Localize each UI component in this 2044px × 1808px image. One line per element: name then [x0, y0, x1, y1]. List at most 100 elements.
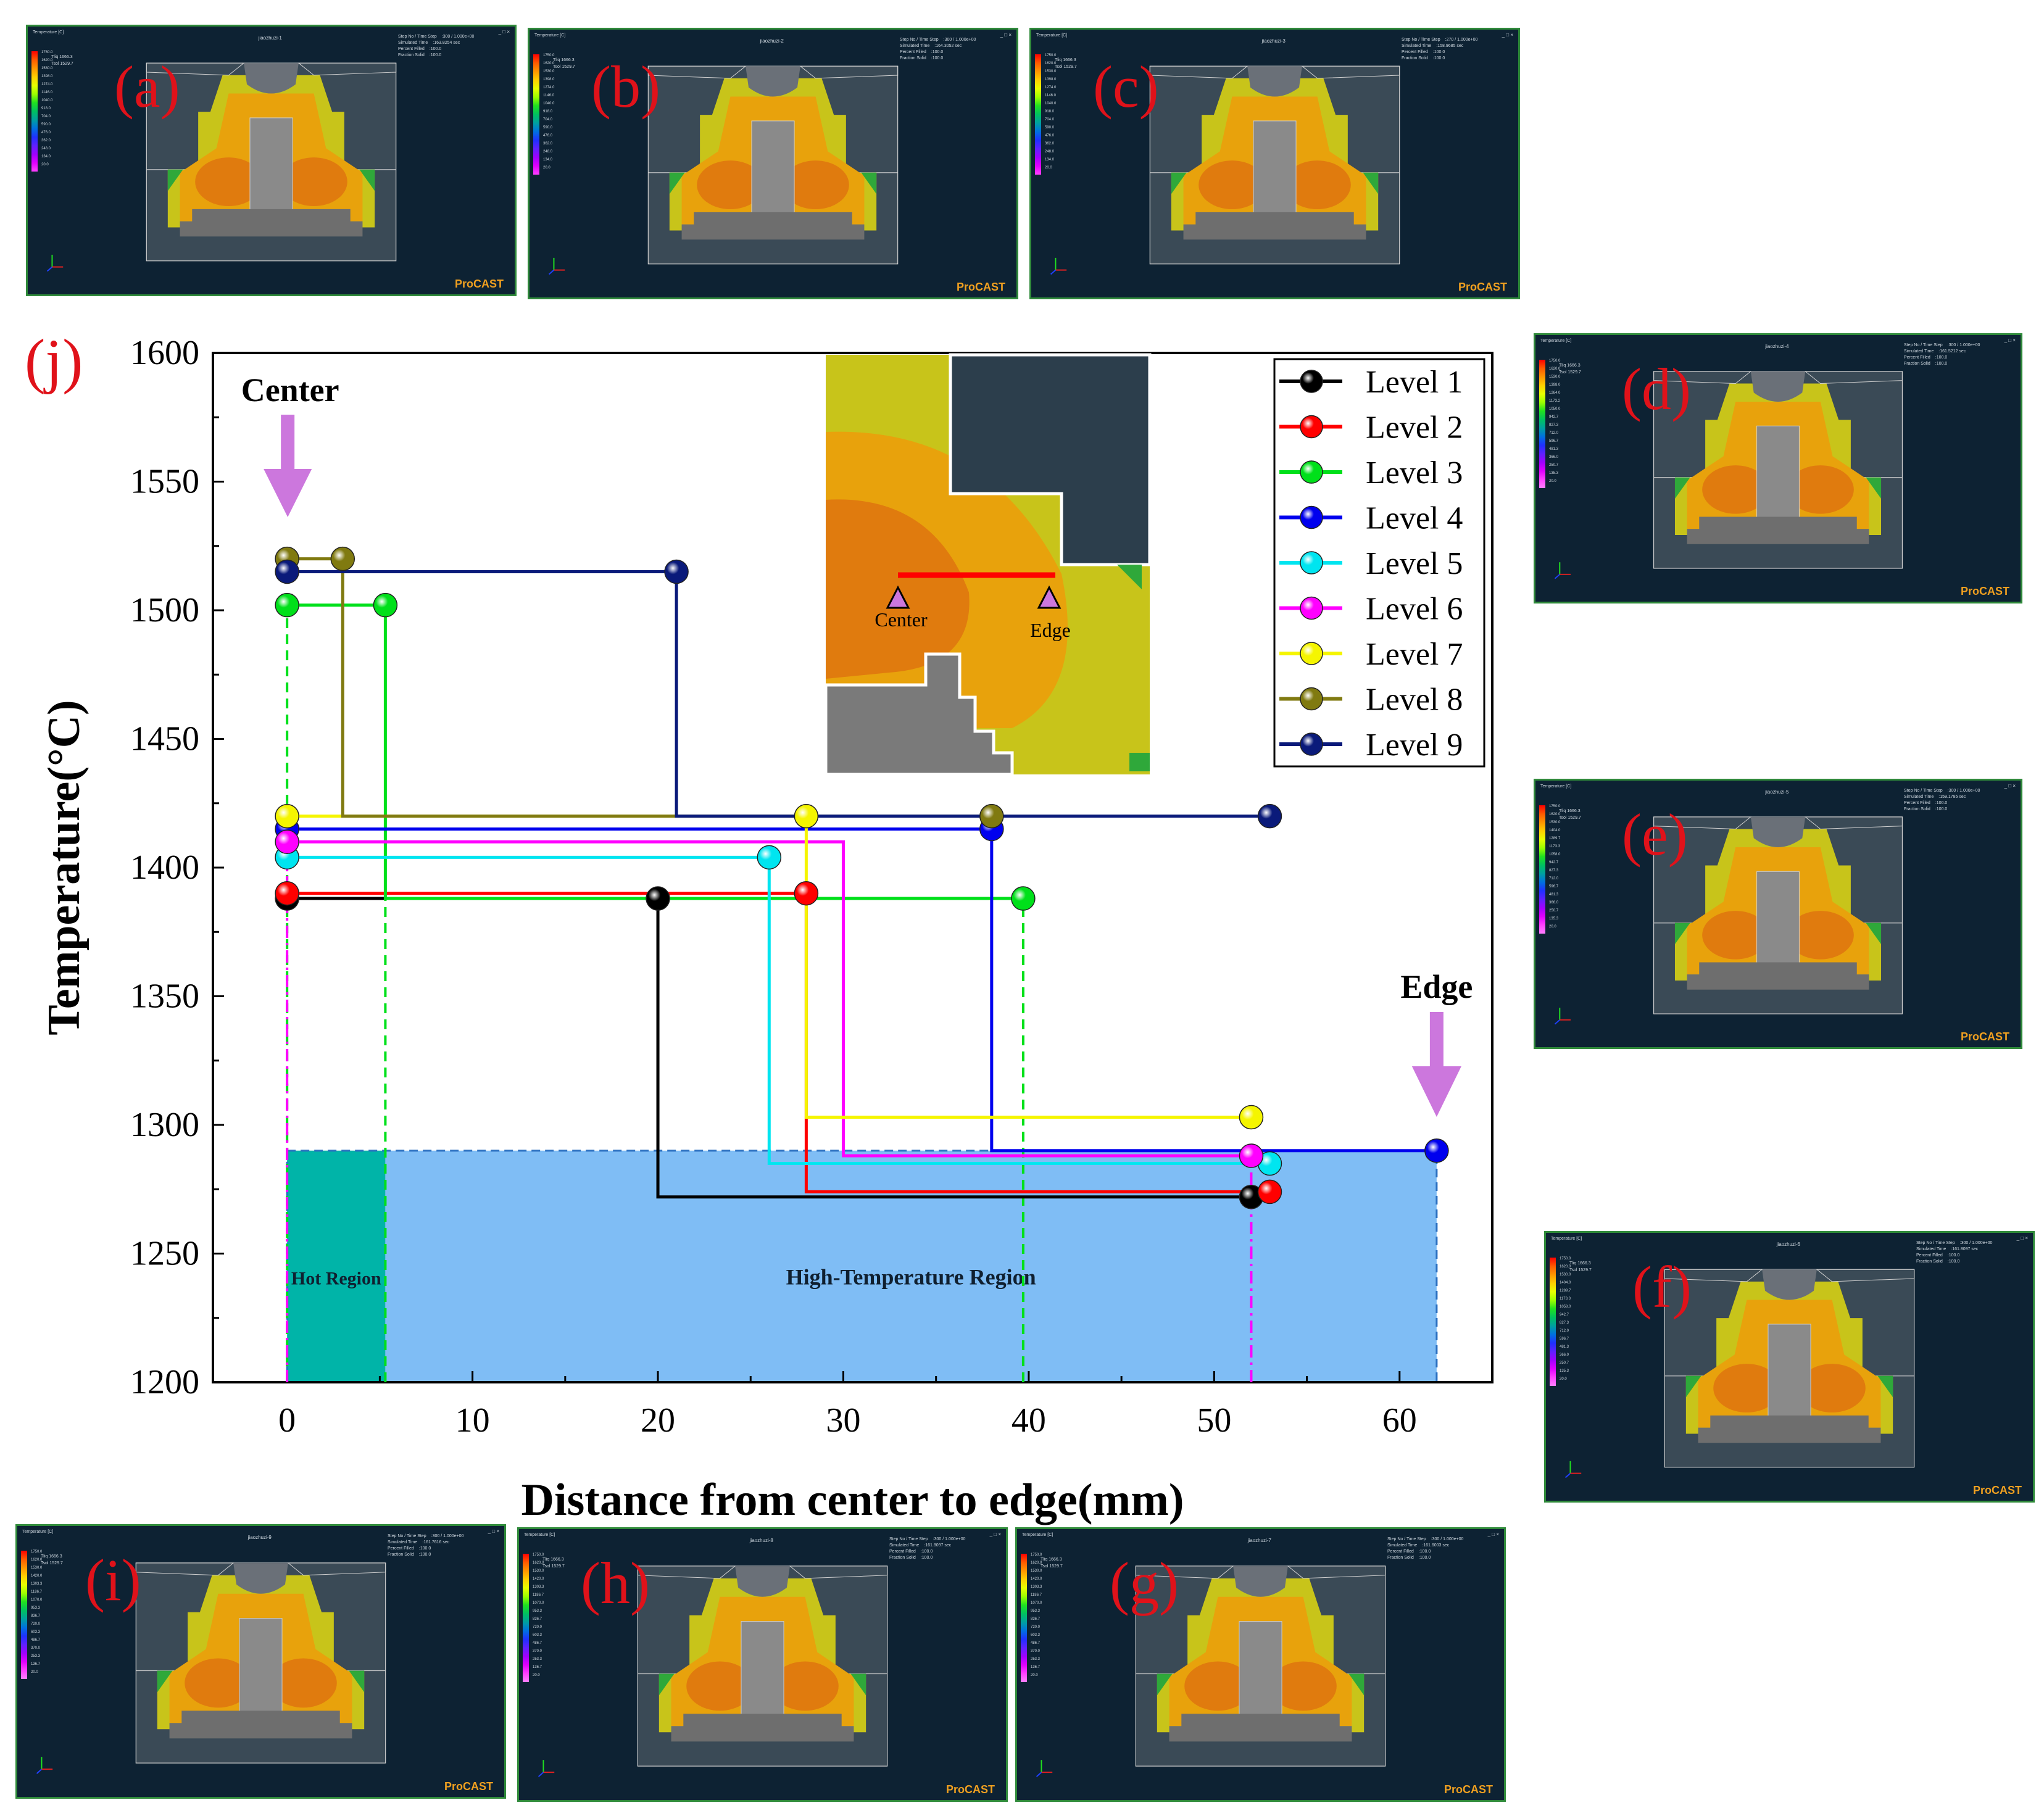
x-tick-label: 40 — [1012, 1401, 1046, 1440]
window-buttons[interactable]: _ □ × — [2004, 783, 2016, 789]
cold-corner — [167, 169, 183, 191]
legend-swatch-marker — [1300, 370, 1323, 393]
window-buttons[interactable]: _ □ × — [1000, 32, 1012, 38]
hot-spot-left — [1199, 160, 1266, 209]
scale-label: 1620.0 — [31, 1558, 43, 1562]
casting-view — [46, 62, 397, 272]
legend-label: Level 4 — [1366, 501, 1463, 536]
axis-z — [1554, 1019, 1560, 1025]
cold-corner — [1171, 172, 1187, 194]
casting-view — [1564, 1269, 1915, 1478]
base-chill — [671, 1714, 854, 1742]
scale-label: 1750.0 — [1549, 805, 1561, 808]
color-scale — [533, 54, 539, 175]
window-buttons[interactable]: _ □ × — [2016, 1235, 2028, 1241]
info-key: Simulated Time — [1904, 349, 1934, 354]
window-buttons[interactable]: _ □ × — [1502, 32, 1513, 38]
scale-label: 942.7 — [1549, 415, 1559, 419]
scale-label: 704.0 — [1045, 118, 1055, 122]
info-key: Step No / Time Step — [900, 38, 939, 42]
panel-header: Temperature [C] — [524, 1533, 555, 1537]
color-scale — [1021, 1554, 1027, 1682]
panel-header: Temperature [C] — [534, 33, 566, 38]
inset-edge-label: Edge — [1030, 619, 1071, 641]
scale-label: 1530.0 — [1549, 821, 1561, 824]
info-key: Fraction Solid — [398, 53, 425, 57]
casting-view — [1036, 1565, 1386, 1777]
scale-label: 1620.0 — [543, 62, 555, 65]
liquidus-solidus: Tliq 1666.3 Tsol 1529.7 — [1055, 57, 1077, 70]
scale-label: 486.7 — [1031, 1641, 1041, 1645]
hot-spot-right — [782, 160, 849, 209]
scale-label: 20.0 — [533, 1673, 540, 1677]
riser — [746, 66, 800, 97]
liquidus-solidus: Tliq 1666.3 Tsol 1529.7 — [1041, 1556, 1063, 1570]
window-buttons[interactable]: _ □ × — [1487, 1532, 1499, 1537]
scale-label: 250.7 — [1549, 463, 1559, 467]
info-row: Fraction Solid:100.0 — [398, 52, 474, 59]
info-value: :100.0 — [920, 1556, 933, 1560]
scale-label: 476.0 — [41, 131, 51, 135]
scale-label: 135.3 — [1560, 1369, 1569, 1373]
center-annotation: Center — [241, 371, 339, 408]
panel-header: Temperature [C] — [1540, 339, 1572, 343]
core — [1239, 1621, 1282, 1717]
info-key: Simulated Time — [1916, 1247, 1946, 1251]
series-point-5 — [757, 845, 782, 870]
legend-swatch-marker — [1300, 596, 1323, 620]
riser — [1750, 371, 1806, 402]
axis-z — [538, 1772, 544, 1777]
casting-view — [1554, 816, 1903, 1025]
info-row: Percent Filled:100.0 — [1402, 49, 1477, 56]
info-row: Percent Filled:100.0 — [900, 49, 976, 56]
scale-label: 712.0 — [1560, 1329, 1569, 1333]
scale-label: 918.0 — [1045, 110, 1055, 114]
riser — [244, 63, 299, 94]
window-buttons[interactable]: _ □ × — [498, 29, 510, 35]
hot-spot-right — [1787, 911, 1854, 960]
scale-label: 1398.0 — [1549, 383, 1561, 387]
solidus-label: Tsol 1529.7 — [1569, 1268, 1592, 1272]
scale-label: 827.3 — [1549, 869, 1559, 873]
inset-center-marker — [886, 585, 910, 609]
info-value: :300 / 1.000e+00 — [933, 1537, 966, 1541]
solidus-label: Tsol 1529.7 — [1041, 1564, 1063, 1569]
x-tick-label: 0 — [278, 1401, 296, 1440]
info-value: :100.0 — [1935, 807, 1948, 811]
legend-label: Level 3 — [1366, 455, 1463, 491]
scale-label: 1173.3 — [1549, 845, 1560, 848]
info-key: Step No / Time Step — [1402, 38, 1440, 42]
cold-corner — [157, 1670, 173, 1693]
scale-label: 1303.3 — [31, 1582, 43, 1586]
series-point-4 — [1424, 1138, 1449, 1163]
series-point-3 — [1011, 886, 1036, 911]
scale-label: 370.0 — [533, 1649, 542, 1653]
scale-label: 1173.3 — [1560, 1297, 1571, 1301]
liquidus-label: Tliq 1666.3 — [1041, 1557, 1062, 1562]
procast-logo: ProCAST — [454, 278, 504, 290]
scale-label: 1750.0 — [1549, 359, 1561, 363]
base-chill — [1687, 516, 1869, 544]
panel-header: Temperature [C] — [1022, 1533, 1053, 1537]
info-key: Percent Filled — [1916, 1253, 1943, 1258]
panel-info: Step No / Time Step:300 / 1.000e+00 Simul… — [1387, 1536, 1463, 1561]
mold-top-left — [637, 1565, 736, 1579]
y-tick-label: 1600 — [130, 334, 199, 372]
info-value: :100.0 — [1432, 56, 1445, 60]
panel-info: Step No / Time Step:300 / 1.000e+00 Simul… — [398, 34, 474, 59]
info-value: :300 / 1.000e+00 — [441, 35, 475, 39]
hot-spot-right — [1787, 465, 1854, 514]
axis-z — [1036, 1772, 1042, 1777]
scale-label: 20.0 — [1560, 1377, 1567, 1381]
info-value: :300 / 1.000e+00 — [1947, 343, 1980, 347]
base-chill — [1183, 212, 1366, 240]
riser — [233, 1562, 288, 1594]
info-row: Fraction Solid:100.0 — [1916, 1259, 1992, 1265]
window-buttons[interactable]: _ □ × — [488, 1528, 499, 1534]
scale-label: 1146.0 — [1045, 94, 1056, 97]
hot-spot-left — [1702, 911, 1769, 960]
window-buttons[interactable]: _ □ × — [2004, 338, 2016, 343]
scale-label: 1750.0 — [1031, 1553, 1042, 1557]
window-buttons[interactable]: _ □ × — [989, 1532, 1001, 1537]
scale-label: 134.0 — [41, 155, 51, 159]
